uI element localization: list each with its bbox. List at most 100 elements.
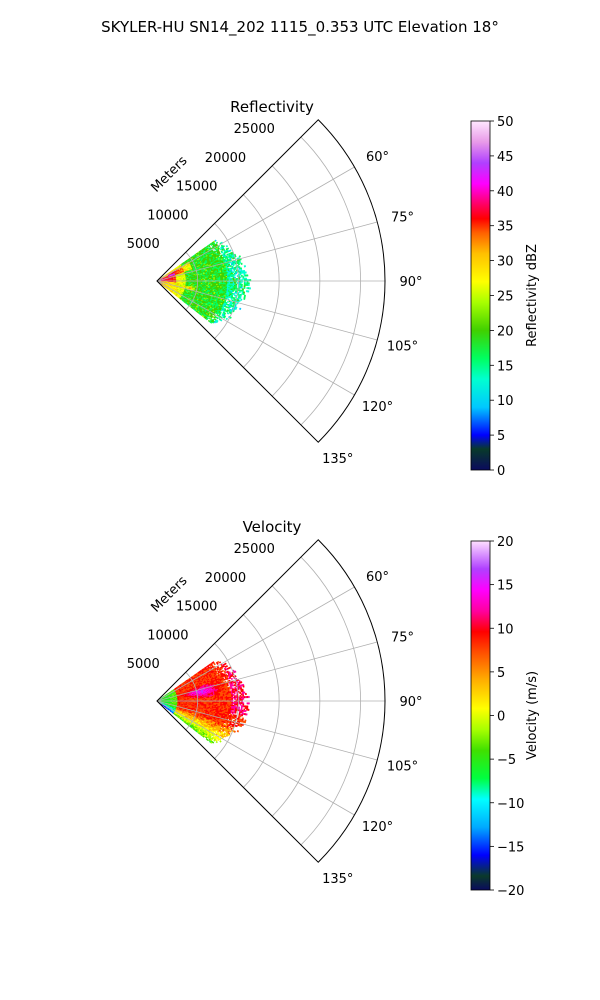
echo-gate xyxy=(225,317,228,321)
echo-gate xyxy=(234,276,236,279)
echo-gate xyxy=(226,310,229,313)
range-tick-label: 25000 xyxy=(234,122,275,137)
echo-gate xyxy=(232,271,235,274)
echo-gate xyxy=(221,669,225,673)
echo-gate xyxy=(239,276,242,279)
azimuth-tick-label: 75° xyxy=(391,210,414,225)
echo-gate xyxy=(226,247,230,250)
azimuth-tick-label: 90° xyxy=(399,275,422,290)
echo-gate xyxy=(231,290,235,293)
echo-gate xyxy=(242,276,245,279)
echo-gate xyxy=(243,297,246,300)
echo-gate xyxy=(234,268,237,271)
echo-gate xyxy=(239,307,242,311)
echo-gate xyxy=(243,277,246,280)
echo-gate xyxy=(246,274,249,277)
echo-gate xyxy=(233,273,236,276)
reflectivity-panel: Reflectivity50001000015000200002500060°7… xyxy=(127,98,540,479)
echo-gate xyxy=(226,296,229,299)
range-tick-label: 20000 xyxy=(205,151,246,166)
echo-gate xyxy=(239,273,242,276)
echo-gate xyxy=(243,286,246,289)
echo-gate xyxy=(215,241,219,244)
echo-gate xyxy=(238,290,241,293)
echo-gate xyxy=(226,300,229,304)
echo-gate xyxy=(225,245,229,248)
colorbar-tick-label: 40 xyxy=(497,185,514,200)
range-tick-label: 15000 xyxy=(176,180,217,195)
echo-gate xyxy=(244,271,247,274)
echo-gate xyxy=(240,274,243,277)
echo-gate xyxy=(232,264,235,267)
figure-title: SKYLER-HU SN14_202 1115_0.353 UTC Elevat… xyxy=(101,18,499,37)
echo-gate xyxy=(232,275,235,278)
colorbar-tick-label: 0 xyxy=(497,464,505,479)
echo-field xyxy=(157,239,252,324)
colorbar-tick-label: 45 xyxy=(497,150,514,165)
colorbar-tick-label: 15 xyxy=(497,359,514,374)
echo-gate xyxy=(220,667,224,670)
echo-gate xyxy=(234,670,237,673)
echo-gate xyxy=(235,272,238,275)
echo-gate xyxy=(215,670,219,673)
echo-gate xyxy=(226,312,230,315)
echo-gate xyxy=(240,262,243,265)
colorbar xyxy=(470,120,491,471)
panel-title: Velocity xyxy=(243,518,302,536)
echo-gate xyxy=(248,287,251,290)
echo-gate xyxy=(214,239,217,242)
azimuth-spoke xyxy=(156,280,355,396)
echo-gate xyxy=(220,319,223,322)
azimuth-spoke xyxy=(156,280,378,341)
colorbar-tick-label: 50 xyxy=(497,115,514,130)
colorbar-tick-label: 20 xyxy=(497,324,514,339)
echo-gate xyxy=(240,298,243,301)
colorbar-tick-label: 10 xyxy=(497,394,514,409)
colorbar-tick-label: 25 xyxy=(497,290,514,305)
range-tick-label: 5000 xyxy=(127,237,160,252)
echo-gate xyxy=(242,292,245,296)
echo-gate xyxy=(239,282,242,285)
echo-gate xyxy=(240,286,243,289)
azimuth-tick-label: 60° xyxy=(366,150,389,165)
echo-gate xyxy=(235,277,238,280)
echo-gate xyxy=(224,662,227,665)
echo-gate xyxy=(208,245,211,248)
colorbar-label: Reflectivity dBZ xyxy=(525,244,540,347)
colorbar-tick-label: 5 xyxy=(497,429,505,444)
echo-gate xyxy=(237,263,240,266)
colorbar-tick-label: 35 xyxy=(497,220,514,235)
echo-gate xyxy=(216,317,219,320)
echo-gate xyxy=(239,296,242,300)
echo-gate xyxy=(229,249,232,252)
echo-gate xyxy=(246,283,249,287)
echo-gate xyxy=(230,297,233,300)
echo-gate xyxy=(218,661,222,664)
echo-gate xyxy=(222,245,225,248)
echo-gate xyxy=(227,306,230,309)
azimuth-tick-label: 120° xyxy=(362,400,393,415)
echo-gate xyxy=(229,305,232,309)
echo-gate xyxy=(229,264,232,268)
azimuth-tick-label: 105° xyxy=(387,340,418,355)
echo-gate xyxy=(220,309,223,312)
echo-gate xyxy=(247,284,250,286)
echo-gate xyxy=(218,252,221,255)
azimuth-tick-label: 135° xyxy=(322,452,353,467)
echo-gate xyxy=(247,282,250,285)
echo-gate xyxy=(238,299,241,302)
echo-gate xyxy=(245,282,248,285)
panel-title: Reflectivity xyxy=(230,98,314,116)
echo-gate xyxy=(238,261,242,264)
echo-gate xyxy=(233,288,236,291)
echo-gate xyxy=(232,282,235,284)
echo-gate xyxy=(238,255,241,258)
echo-gate xyxy=(216,660,220,664)
echo-gate xyxy=(242,277,245,280)
colorbar-tick-label: 30 xyxy=(497,255,514,270)
velocity-panel: Velocity50001000015000200002500060°75°90… xyxy=(127,518,540,899)
echo-gate xyxy=(234,307,237,311)
echo-field xyxy=(157,660,250,744)
echo-gate xyxy=(233,269,236,272)
